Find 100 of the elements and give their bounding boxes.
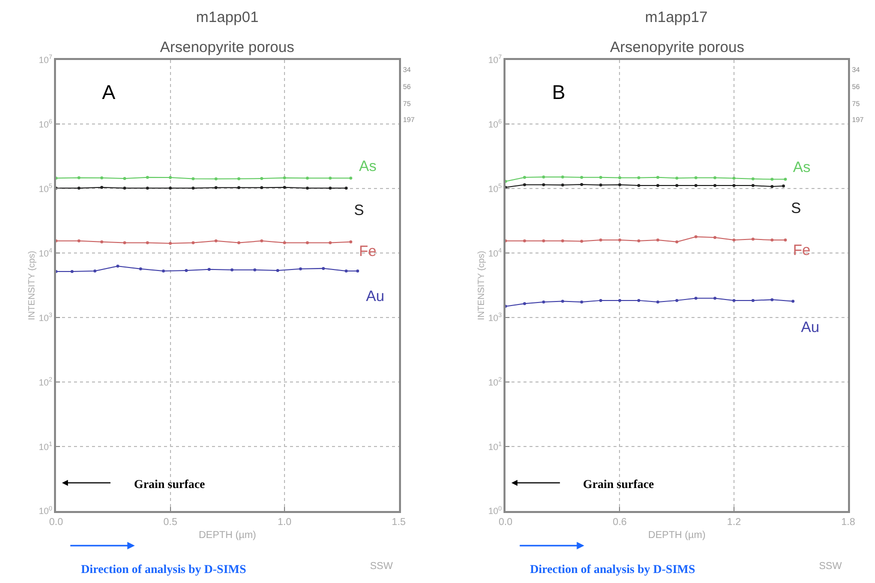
point [344, 269, 348, 272]
point [237, 177, 240, 180]
chart-subtitle: Arsenopyrite porous [160, 39, 294, 56]
point [192, 186, 195, 190]
x-tick-label: 0.0 [498, 517, 513, 528]
point [752, 177, 755, 180]
point [694, 235, 698, 238]
point [637, 184, 640, 188]
chart-subtitle: Arsenopyrite porous [610, 39, 744, 56]
annotation: Grain surface [583, 477, 655, 491]
point [306, 241, 309, 244]
point [713, 236, 716, 240]
point [208, 268, 211, 271]
point [100, 186, 104, 189]
point [656, 238, 660, 242]
point [770, 178, 774, 181]
point [599, 176, 602, 179]
point [656, 176, 660, 179]
x-axis-title: DEPTH (µm) [198, 530, 256, 542]
y-tick-label: 10$^{7}$ [38, 54, 53, 65]
point [694, 176, 698, 180]
point [675, 176, 678, 180]
point [283, 176, 286, 180]
point [168, 176, 172, 180]
y-axis-title: INTENSITY (cps) [26, 250, 37, 320]
series-label: S [354, 202, 364, 219]
point [349, 240, 352, 244]
point [732, 176, 736, 180]
point [580, 183, 584, 186]
point [77, 186, 80, 190]
x-tick-label: 0.0 [49, 517, 64, 528]
point [580, 300, 584, 304]
point [782, 184, 785, 188]
point [561, 300, 564, 303]
point [599, 298, 602, 302]
point [770, 298, 774, 302]
point [77, 239, 80, 242]
point [100, 240, 104, 244]
point [146, 176, 149, 179]
point [260, 177, 264, 180]
point [542, 300, 546, 304]
point [618, 176, 622, 180]
point [93, 269, 96, 272]
series-label: Au [801, 319, 820, 336]
y-tick-label: 10$^{2}$ [38, 376, 53, 388]
point [784, 178, 787, 181]
point [694, 296, 698, 300]
point [618, 298, 622, 302]
series-label: Au [366, 288, 384, 305]
point [192, 177, 195, 180]
x-tick-label: 0.6 [612, 517, 628, 528]
series-label: As [793, 159, 811, 176]
point [656, 184, 660, 188]
point [675, 240, 678, 244]
y-tick-label: 10$^{1}$ [488, 440, 502, 452]
point [580, 176, 584, 179]
point [356, 269, 360, 272]
series-label: Fe [793, 242, 811, 259]
point [637, 298, 640, 302]
y-tick-label: 10$^{7}$ [488, 54, 502, 65]
point [306, 186, 309, 190]
point [168, 242, 172, 245]
point [637, 239, 640, 242]
y-tick-label: 10$^{1}$ [38, 440, 53, 452]
y-tick-label: 10$^{2}$ [488, 376, 502, 388]
x-tick-label: 1.5 [392, 517, 406, 528]
point [299, 267, 302, 270]
y-tick-label: 10$^{5}$ [38, 183, 53, 194]
point [791, 300, 794, 303]
point [770, 185, 774, 188]
y-tick-label: 10$^{5}$ [488, 183, 502, 194]
x-tick-label: 1.2 [727, 517, 742, 528]
point [146, 241, 149, 244]
point [139, 267, 142, 270]
x-tick-label: 0.5 [163, 517, 178, 528]
point [276, 268, 280, 272]
point [344, 186, 348, 190]
point [123, 241, 126, 244]
x-tick-label: 1.8 [841, 517, 856, 528]
annotation: B [552, 82, 566, 104]
point [675, 184, 678, 188]
point [214, 177, 218, 180]
point [168, 186, 172, 190]
x-tick-label: 1.0 [278, 517, 292, 528]
point [100, 176, 104, 180]
point [523, 239, 526, 242]
point [192, 241, 195, 244]
text: Direction of analysis by D-SIMS [81, 562, 246, 576]
y-tick-label: 10$^{6}$ [488, 118, 502, 130]
point [618, 238, 622, 242]
point [77, 176, 80, 180]
point [732, 238, 736, 242]
y-axis-title: INTENSITY (cps) [476, 250, 486, 320]
text: Direction of analysis by D-SIMS [530, 562, 696, 576]
point [237, 186, 240, 190]
point [123, 186, 126, 190]
point [580, 240, 584, 243]
point [214, 239, 218, 242]
point [283, 241, 286, 244]
chart-title: m1app17 [645, 9, 708, 26]
